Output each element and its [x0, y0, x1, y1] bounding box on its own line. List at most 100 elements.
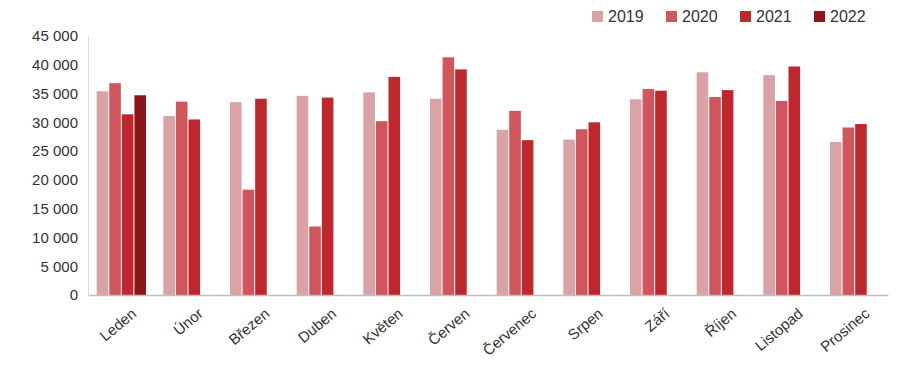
y-tick-label: 35 000 [32, 85, 78, 102]
bar [843, 128, 855, 295]
bar [855, 124, 867, 295]
x-tick-label: Září [641, 304, 673, 335]
legend-item: 2021 [740, 8, 792, 25]
x-tick: Listopad [752, 295, 806, 354]
bars [97, 57, 867, 295]
x-tick: Září [641, 295, 673, 335]
bar [322, 98, 334, 295]
y-tick: 35 000 [32, 85, 88, 102]
bar [443, 57, 455, 295]
y-tick: 10 000 [32, 229, 88, 246]
y-tick-label: 20 000 [32, 171, 78, 188]
bar [389, 77, 401, 295]
bar [576, 129, 588, 295]
bar [522, 140, 534, 295]
y-tick: 20 000 [32, 171, 88, 188]
bar [655, 91, 667, 295]
y-tick-label: 0 [70, 286, 78, 303]
bar [830, 142, 842, 295]
x-tick-label: Srpen [564, 305, 606, 344]
y-tick: 30 000 [32, 114, 88, 131]
legend-label: 2022 [830, 8, 866, 25]
bar [497, 130, 509, 295]
y-tick-label: 40 000 [32, 56, 78, 73]
x-tick: Březen [225, 295, 272, 348]
bar [776, 101, 788, 295]
bar [789, 67, 801, 295]
series [122, 67, 867, 295]
x-tick: Srpen [564, 295, 606, 343]
bar [589, 122, 601, 295]
x-tick-label: Červen [425, 305, 473, 349]
bar [630, 99, 642, 295]
x-axis: Leden Únor Březen Duben Květen ČervenČervenec… [89, 295, 889, 359]
plot: 0 5 000 10 000 15 000 20 000 25 000 30 000 35 0… [32, 27, 888, 359]
bar [189, 119, 201, 295]
series [97, 72, 842, 295]
x-tick: Říjen [701, 295, 739, 340]
x-tick-label: Březen [225, 305, 272, 349]
legend-swatch [814, 11, 825, 22]
legend-label: 2021 [756, 8, 792, 25]
series [109, 57, 854, 295]
bar [563, 140, 575, 295]
legend-item: 2019 [592, 8, 644, 25]
legend-item: 2020 [666, 8, 718, 25]
x-tick-label: Květen [359, 305, 406, 348]
y-tick-label: 10 000 [32, 229, 78, 246]
bar [643, 89, 655, 295]
y-tick-label: 15 000 [32, 200, 78, 217]
bar [509, 111, 521, 295]
y-tick: 5 000 [40, 258, 88, 275]
bar [430, 99, 442, 295]
bar [709, 97, 721, 295]
x-tick: Prosinec [817, 295, 873, 355]
x-tick: Duben [294, 295, 339, 346]
x-tick: Únor [170, 295, 206, 338]
y-axis: 0 5 000 10 000 15 000 20 000 25 000 30 000 35 0… [32, 27, 88, 303]
legend-item: 2022 [814, 8, 866, 25]
series [134, 95, 146, 295]
legend: 2019 2020 2021 2022 [592, 8, 866, 25]
bar [176, 102, 188, 295]
legend-label: 2020 [682, 8, 718, 25]
bar [230, 102, 242, 295]
bar [763, 75, 775, 295]
legend-label: 2019 [608, 8, 644, 25]
y-axis-line [88, 37, 89, 296]
chart: 0 5 000 10 000 15 000 20 000 25 000 30 000 35 0… [0, 0, 898, 378]
legend-swatch [592, 11, 603, 22]
x-axis-line [89, 295, 889, 297]
x-tick-label: Červenec [479, 304, 539, 359]
legend-swatch [740, 11, 751, 22]
x-tick: Červen [425, 295, 473, 349]
bar [122, 114, 134, 295]
bar [722, 90, 734, 295]
y-tick: 25 000 [32, 142, 88, 159]
x-tick-label: Duben [294, 305, 339, 346]
bar [109, 83, 121, 295]
y-tick: 15 000 [32, 200, 88, 217]
y-tick-label: 5 000 [40, 258, 78, 275]
bar [697, 72, 709, 295]
y-tick: 40 000 [32, 56, 88, 73]
x-tick: Leden [96, 295, 139, 344]
x-tick-label: Listopad [752, 305, 806, 354]
bar [309, 227, 321, 295]
x-tick-label: Říjen [701, 305, 739, 341]
bar [134, 95, 146, 295]
y-tick: 0 [70, 286, 88, 303]
bar [376, 121, 388, 295]
bar [243, 190, 255, 295]
y-tick-label: 30 000 [32, 114, 78, 131]
x-tick-label: Únor [170, 305, 206, 339]
bar [297, 96, 309, 295]
x-tick-label: Prosinec [817, 304, 873, 355]
y-tick: 45 000 [32, 27, 88, 44]
x-tick: Květen [359, 295, 406, 348]
x-tick: Červenec [479, 295, 539, 359]
bar [255, 99, 267, 295]
bar [455, 69, 467, 295]
y-tick-label: 45 000 [32, 27, 78, 44]
bar [163, 116, 175, 295]
